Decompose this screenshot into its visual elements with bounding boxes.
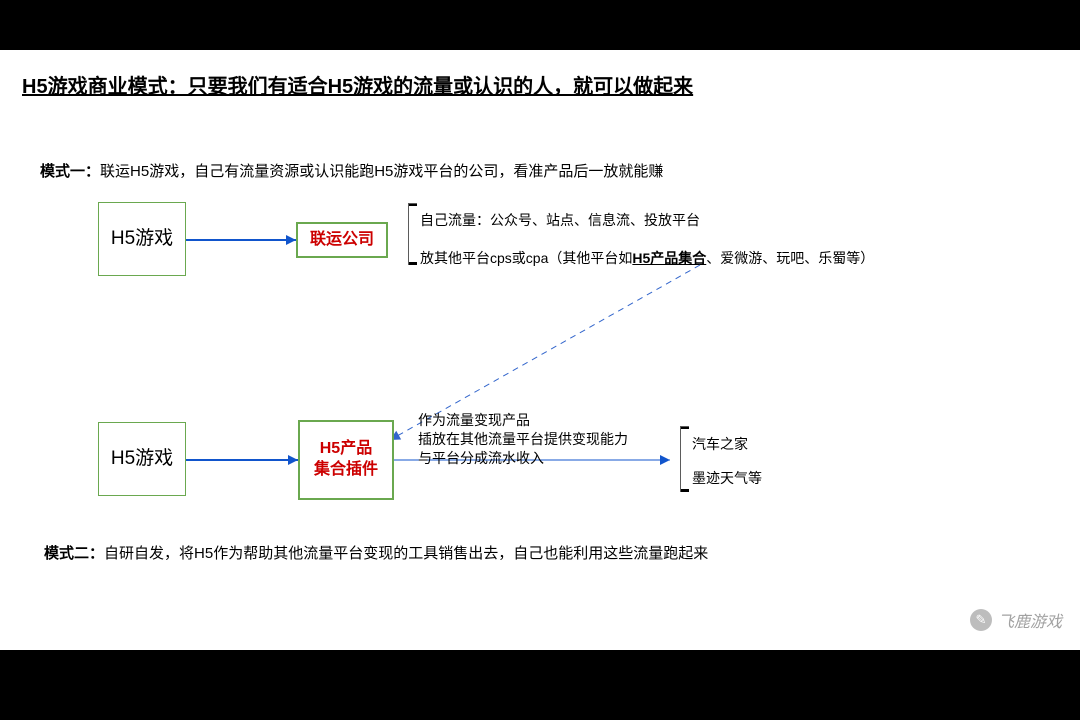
mode1-detail-b: 放其他平台cps或cpa（其他平台如H5产品集合、爱微游、玩吧、乐蜀等） (420, 248, 874, 268)
mode1-detail-b-post: 、爱微游、玩吧、乐蜀等） (706, 250, 874, 266)
mode1-detail-a: 自己流量：公众号、站点、信息流、投放平台 (420, 210, 700, 230)
mode1-company-box: 联运公司 (296, 222, 388, 258)
watermark-text: 飞鹿游戏 (998, 608, 1062, 632)
mode2-detail-3: 与平台分成流水收入 (418, 448, 544, 468)
mode2-detail-2: 插放在其他流量平台提供变现能力 (418, 429, 628, 449)
mode2-plugin-line2: 集合插件 (314, 460, 378, 481)
slide-title: H5游戏商业模式：只要我们有适合H5游戏的流量或认识的人，就可以做起来 (22, 70, 693, 99)
mode1-detail-b-pre: 放其他平台cps或cpa（其他平台如 (420, 250, 632, 266)
mode1-line: 模式一：联运H5游戏，自己有流量资源或认识能跑H5游戏平台的公司，看准产品后一放… (40, 160, 663, 181)
mode2-example-1: 汽车之家 (692, 434, 748, 454)
mode2-plugin-line1: H5产品 (314, 439, 378, 460)
mode2-detail-1: 作为流量变现产品 (418, 410, 530, 430)
page-canvas: H5游戏商业模式：只要我们有适合H5游戏的流量或认识的人，就可以做起来 模式一：… (0, 0, 1080, 720)
mode2-desc: 自研自发，将H5作为帮助其他流量平台变现的工具销售出去，自己也能利用这些流量跑起… (104, 545, 708, 562)
mode1-label: 模式一： (40, 163, 100, 180)
mode1-detail-b-link: H5产品集合 (632, 250, 706, 266)
mode1-arrow (174, 228, 308, 252)
mode2-label: 模式二： (44, 545, 104, 562)
mode2-bracket (680, 426, 681, 492)
mode1-desc: 联运H5游戏，自己有流量资源或认识能跑H5游戏平台的公司，看准产品后一放就能赚 (100, 163, 663, 180)
watermark: ✎ 飞鹿游戏 (970, 608, 1062, 632)
mode2-h5-box: H5游戏 (98, 422, 186, 496)
slide: H5游戏商业模式：只要我们有适合H5游戏的流量或认识的人，就可以做起来 模式一：… (0, 50, 1080, 650)
watermark-icon: ✎ (970, 609, 992, 631)
mode2-arrow-left (174, 448, 310, 472)
mode1-bracket (408, 203, 409, 265)
mode2-example-2: 墨迹天气等 (692, 468, 762, 488)
mode2-plugin-box: H5产品 集合插件 (298, 420, 394, 500)
mode2-line: 模式二：自研自发，将H5作为帮助其他流量平台变现的工具销售出去，自己也能利用这些… (44, 542, 708, 563)
mode1-h5-box: H5游戏 (98, 202, 186, 276)
